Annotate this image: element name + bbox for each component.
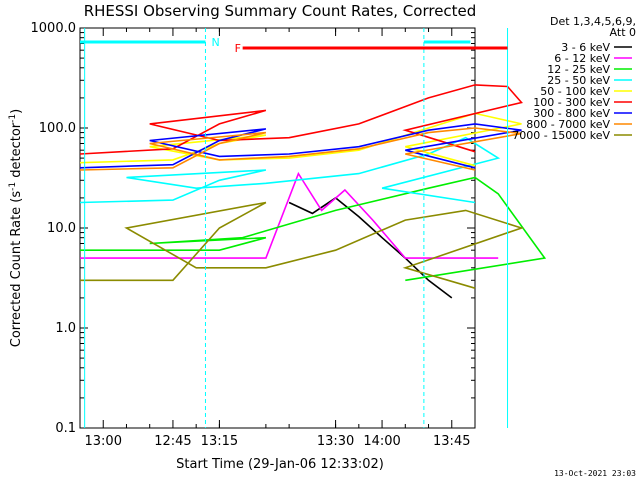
- series-3-6-kev: [288, 196, 453, 299]
- y-tick-label: 100.0: [39, 121, 76, 136]
- x-tick-label: 14:00: [363, 434, 400, 449]
- plot-series: [79, 84, 547, 299]
- footer-timestamp: 13-Oct-2021 23:03: [554, 469, 636, 478]
- legend-entry-label: 12 - 25 keV: [547, 63, 610, 76]
- series-50-100-kev: [79, 112, 522, 167]
- x-tick-label: 13:00: [85, 434, 122, 449]
- legend-entry-label: 50 - 100 keV: [540, 85, 610, 98]
- flag-label-f: F: [235, 42, 241, 55]
- legend-entry-label: 100 - 300 keV: [533, 96, 610, 109]
- y-tick-label: 1000.0: [31, 21, 77, 36]
- legend-header: Att 0: [610, 26, 636, 39]
- x-tick-label: 12:45: [154, 434, 191, 449]
- x-tick-label: 13:45: [433, 434, 470, 449]
- plot-axes: 1000.0 100.0 10.0 1.0 0.1 12:45 13:00 13:15 13:3…: [31, 21, 476, 449]
- x-tick-label: 13:30: [317, 434, 354, 449]
- series-12-25-kev: [80, 176, 547, 282]
- legend-entry-label: 3 - 6 keV: [561, 41, 610, 54]
- chart-title: RHESSI Observing Summary Count Rates, Co…: [84, 2, 477, 20]
- y-tick-label: 10.0: [47, 221, 76, 236]
- y-tick-label: 0.1: [55, 421, 76, 436]
- series-100-300-kev: [79, 84, 523, 155]
- flag-label-n: N: [211, 36, 219, 49]
- y-tick-label: 1.0: [55, 321, 76, 336]
- x-axis-label: Start Time (29-Jan-06 12:33:02): [176, 457, 384, 472]
- legend-entry-label: 800 - 7000 keV: [526, 118, 610, 131]
- series-7000-15000-kev: [80, 201, 525, 289]
- series-300-800-kev: [79, 123, 522, 169]
- legend-entry-label: 6 - 12 keV: [554, 52, 610, 65]
- legend-entry-label: 25 - 50 keV: [547, 74, 610, 87]
- series-25-50-kev: [79, 136, 501, 204]
- series-6-12-kev: [80, 171, 499, 259]
- legend-entry-label: 7000 - 15000 keV: [512, 129, 610, 142]
- legend-entry-label: 300 - 800 keV: [533, 107, 610, 120]
- series-800-7000-kev: [79, 127, 522, 171]
- legend-header: Det 1,3,4,5,6,9,: [550, 15, 636, 28]
- x-tick-label: 13:15: [201, 434, 238, 449]
- y-axis-label: Corrected Count Rate (s-1 detector-1): [8, 109, 24, 347]
